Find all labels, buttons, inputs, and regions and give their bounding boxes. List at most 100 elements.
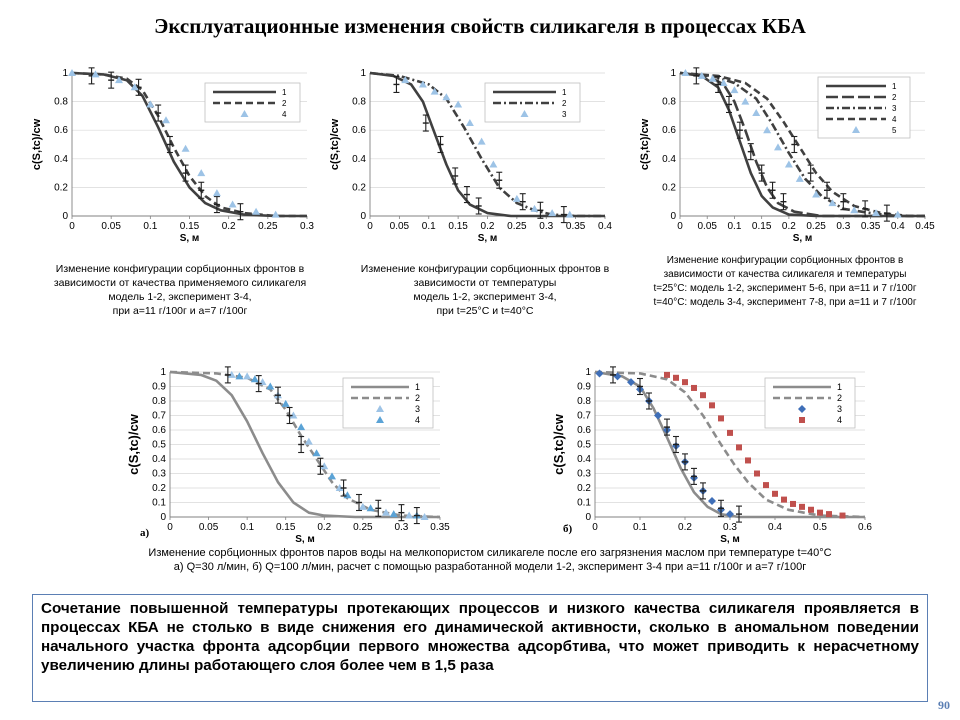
data-point bbox=[784, 160, 793, 168]
x-axis-label: S, м bbox=[295, 534, 315, 545]
data-point bbox=[772, 490, 778, 497]
panel-label-a: а) bbox=[140, 527, 150, 539]
data-point bbox=[763, 126, 772, 134]
x-tick-label: 0.45 bbox=[915, 221, 935, 232]
x-tick-label: 0.5 bbox=[813, 522, 827, 533]
data-point bbox=[228, 200, 237, 208]
data-point bbox=[808, 506, 814, 513]
data-point bbox=[752, 109, 761, 117]
data-point bbox=[812, 190, 821, 198]
y-tick-label: 0.6 bbox=[577, 425, 591, 436]
data-point bbox=[418, 80, 427, 88]
data-point bbox=[304, 437, 313, 445]
x-tick-label: 0.25 bbox=[353, 522, 373, 533]
legend-label: 3 bbox=[892, 104, 897, 113]
x-tick-label: 0.15 bbox=[276, 522, 296, 533]
y-tick-label: 0.8 bbox=[662, 97, 676, 108]
y-tick-label: 0 bbox=[62, 211, 68, 222]
data-point bbox=[691, 384, 697, 391]
data-point bbox=[664, 371, 670, 378]
x-tick-label: 0.6 bbox=[858, 522, 872, 533]
x-tick-label: 0 bbox=[592, 522, 598, 533]
data-point bbox=[212, 189, 221, 197]
summary-box: Сочетание повышенной температуры протека… bbox=[32, 594, 928, 702]
chart-oil-a: 0 0.1 0.2 0.3 0.4 0.5 0.6 0.7 0.8 0.9 1 0 0.05 0.1 0.1… bbox=[126, 366, 450, 545]
series-line bbox=[679, 71, 925, 218]
x-tick-label: 0.05 bbox=[199, 522, 219, 533]
data-point bbox=[709, 402, 715, 409]
y-tick-label: 1 bbox=[585, 367, 591, 378]
x-tick-label: 0.2 bbox=[481, 221, 495, 232]
data-point bbox=[627, 378, 635, 387]
x-tick-label: 0.35 bbox=[861, 221, 881, 232]
x-tick-label: 0.35 bbox=[430, 522, 450, 533]
x-tick-label: 0.2 bbox=[678, 522, 692, 533]
data-point bbox=[271, 210, 280, 218]
data-point bbox=[401, 76, 410, 84]
y-tick-label: 0.5 bbox=[152, 440, 166, 451]
x-tick-label: 0.4 bbox=[768, 522, 782, 533]
chart-oil-b: 0 0.1 0.2 0.3 0.4 0.5 0.6 0.7 0.8 0.9 1 0 0.1 0.2 0.3 0… bbox=[551, 366, 872, 545]
legend-label: 3 bbox=[837, 404, 842, 414]
x-tick-label: 0.35 bbox=[566, 221, 586, 232]
y-axis-label: c(S,tc)/cw bbox=[329, 118, 341, 170]
legend-symbol bbox=[799, 417, 805, 423]
x-tick-label: 0 bbox=[367, 221, 373, 232]
y-tick-label: 0 bbox=[670, 211, 676, 222]
y-tick-label: 0.4 bbox=[577, 454, 591, 465]
chart-quality-temperature: 0 0.2 0.4 0.6 0.8 1 0 0.05 0.1 0.15 0.2 0.25 0.3 0.35… bbox=[639, 67, 935, 244]
data-point bbox=[489, 160, 498, 168]
y-tick-label: 0.1 bbox=[152, 498, 166, 509]
x-tick-label: 0.15 bbox=[180, 221, 200, 232]
y-tick-label: 0.2 bbox=[577, 483, 591, 494]
data-point bbox=[799, 503, 805, 510]
x-axis-label: S, м bbox=[793, 233, 813, 244]
data-point bbox=[700, 392, 706, 399]
data-point bbox=[454, 100, 463, 108]
caption-line: при a=11 г/100г и a=7 г/100г bbox=[112, 305, 248, 317]
data-point bbox=[682, 379, 688, 386]
chart-temperature: 0 0.2 0.4 0.6 0.8 1 0 0.05 0.1 0.15 0.2 0.25 0.3 0.35… bbox=[329, 68, 612, 244]
data-point bbox=[162, 116, 170, 124]
y-tick-label: 0.7 bbox=[577, 411, 591, 422]
data-point bbox=[266, 382, 275, 390]
data-point bbox=[250, 375, 259, 383]
y-tick-label: 0.6 bbox=[152, 425, 166, 436]
x-tick-label: 0 bbox=[69, 221, 75, 232]
legend-label: 2 bbox=[562, 99, 567, 108]
x-axis-label: S, м bbox=[478, 233, 498, 244]
legend-symbol bbox=[376, 405, 384, 412]
x-tick-label: 0.05 bbox=[697, 221, 717, 232]
y-tick-label: 1 bbox=[360, 68, 366, 79]
legend-label: 4 bbox=[415, 415, 420, 425]
data-point bbox=[595, 369, 604, 378]
data-point bbox=[366, 504, 375, 512]
x-tick-label: 0.2 bbox=[222, 221, 236, 232]
data-point bbox=[708, 74, 717, 82]
legend-label: 2 bbox=[892, 93, 897, 102]
legend-label: 4 bbox=[282, 110, 287, 119]
legend-label: 2 bbox=[837, 393, 842, 403]
y-tick-label: 1 bbox=[62, 68, 68, 79]
y-tick-label: 0.7 bbox=[152, 411, 166, 422]
data-point bbox=[197, 169, 206, 177]
data-point bbox=[795, 174, 804, 182]
caption-line: Изменение конфигурации сорбционных фронт… bbox=[666, 255, 904, 266]
data-point bbox=[565, 210, 574, 218]
y-tick-label: 0.2 bbox=[662, 182, 676, 193]
data-point bbox=[727, 429, 733, 436]
data-point bbox=[91, 70, 100, 78]
data-point bbox=[512, 194, 521, 202]
chart-quality: 0 0.2 0.4 0.6 0.8 1 0 0.05 0.1 0.15 0.2 0.25 0.3 S, м… bbox=[31, 67, 314, 244]
page-title: Эксплуатационные изменения свойств силик… bbox=[154, 14, 806, 38]
y-tick-label: 0.8 bbox=[352, 97, 366, 108]
data-point bbox=[358, 502, 367, 510]
x-axis-label: S, м bbox=[720, 534, 740, 545]
data-point bbox=[312, 449, 321, 457]
data-point bbox=[130, 83, 139, 91]
data-point bbox=[335, 484, 344, 491]
y-tick-label: 0.5 bbox=[577, 440, 591, 451]
data-point bbox=[252, 207, 261, 215]
legend-symbol bbox=[520, 110, 529, 117]
data-point bbox=[681, 69, 690, 76]
